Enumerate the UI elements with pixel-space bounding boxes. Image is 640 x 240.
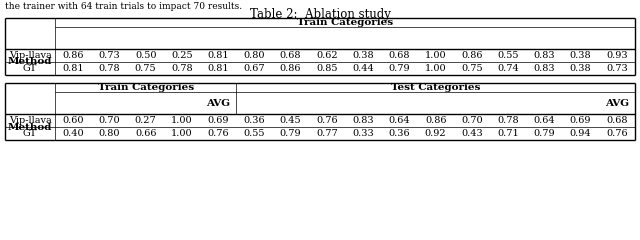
Text: GT: GT [23,129,37,138]
Text: 0.86: 0.86 [461,51,483,60]
Text: 0.86: 0.86 [280,64,301,73]
Text: 0.86: 0.86 [425,116,446,125]
Text: 0.78: 0.78 [171,64,193,73]
Text: 0.55: 0.55 [497,51,519,60]
Text: 0.76: 0.76 [606,129,628,138]
Text: 0.76: 0.76 [316,116,338,125]
Text: 0.67: 0.67 [244,64,265,73]
Text: 1.00: 1.00 [425,51,447,60]
Text: Vip-llava: Vip-llava [8,116,51,125]
Text: 1.00: 1.00 [425,64,447,73]
Text: Method: Method [8,58,52,66]
Text: 0.75: 0.75 [135,64,156,73]
Text: 0.92: 0.92 [425,129,447,138]
Text: 0.64: 0.64 [388,116,410,125]
Text: Vip-llava: Vip-llava [8,51,51,60]
Text: 0.38: 0.38 [570,51,591,60]
Text: the trainer with 64 train trials to impact 70 results.: the trainer with 64 train trials to impa… [5,2,242,11]
Text: 1.00: 1.00 [171,129,193,138]
Text: 0.68: 0.68 [388,51,410,60]
Text: 0.76: 0.76 [207,129,229,138]
Text: 0.40: 0.40 [62,129,84,138]
Text: 0.85: 0.85 [316,64,338,73]
Text: 0.50: 0.50 [135,51,156,60]
Text: 0.83: 0.83 [534,64,555,73]
Text: Method: Method [8,122,52,132]
Text: 0.83: 0.83 [352,116,374,125]
Text: 0.64: 0.64 [534,116,555,125]
Text: Table 2:  Ablation study: Table 2: Ablation study [250,8,390,21]
Text: 0.69: 0.69 [570,116,591,125]
Text: 0.80: 0.80 [99,129,120,138]
Text: 0.68: 0.68 [606,116,628,125]
Text: 0.44: 0.44 [352,64,374,73]
Text: 1.00: 1.00 [171,116,193,125]
Text: 0.78: 0.78 [497,116,519,125]
Text: 0.36: 0.36 [388,129,410,138]
Text: Train Categories: Train Categories [297,18,393,27]
Text: 0.62: 0.62 [316,51,338,60]
Text: AVG: AVG [605,98,629,108]
Text: 0.27: 0.27 [135,116,157,125]
Text: 0.66: 0.66 [135,129,156,138]
Text: 0.55: 0.55 [244,129,265,138]
Text: 0.70: 0.70 [99,116,120,125]
Text: AVG: AVG [206,98,230,108]
Text: Test Categories: Test Categories [391,83,480,92]
Text: 0.74: 0.74 [497,64,519,73]
Text: 0.38: 0.38 [352,51,374,60]
Text: 0.45: 0.45 [280,116,301,125]
Text: 0.68: 0.68 [280,51,301,60]
Text: 0.60: 0.60 [62,116,84,125]
Text: 0.79: 0.79 [388,64,410,73]
Text: 0.38: 0.38 [570,64,591,73]
Text: 0.79: 0.79 [280,129,301,138]
Text: 0.69: 0.69 [207,116,229,125]
Text: 0.25: 0.25 [171,51,193,60]
Text: 0.86: 0.86 [62,51,84,60]
Text: 0.71: 0.71 [497,129,519,138]
Text: Train Categories: Train Categories [97,83,194,92]
Text: 0.94: 0.94 [570,129,591,138]
Text: 0.81: 0.81 [207,64,229,73]
Text: 0.78: 0.78 [99,64,120,73]
Text: 0.83: 0.83 [534,51,555,60]
Text: GT: GT [23,64,37,73]
Text: 0.70: 0.70 [461,116,483,125]
Text: 0.80: 0.80 [244,51,265,60]
Text: 0.81: 0.81 [62,64,84,73]
Text: 0.36: 0.36 [244,116,265,125]
Text: 0.81: 0.81 [207,51,229,60]
Text: 0.75: 0.75 [461,64,483,73]
Text: 0.79: 0.79 [534,129,555,138]
Text: 0.43: 0.43 [461,129,483,138]
Text: 0.73: 0.73 [99,51,120,60]
Text: 0.73: 0.73 [606,64,628,73]
Text: 0.77: 0.77 [316,129,338,138]
Text: 0.33: 0.33 [352,129,374,138]
Text: 0.93: 0.93 [606,51,628,60]
